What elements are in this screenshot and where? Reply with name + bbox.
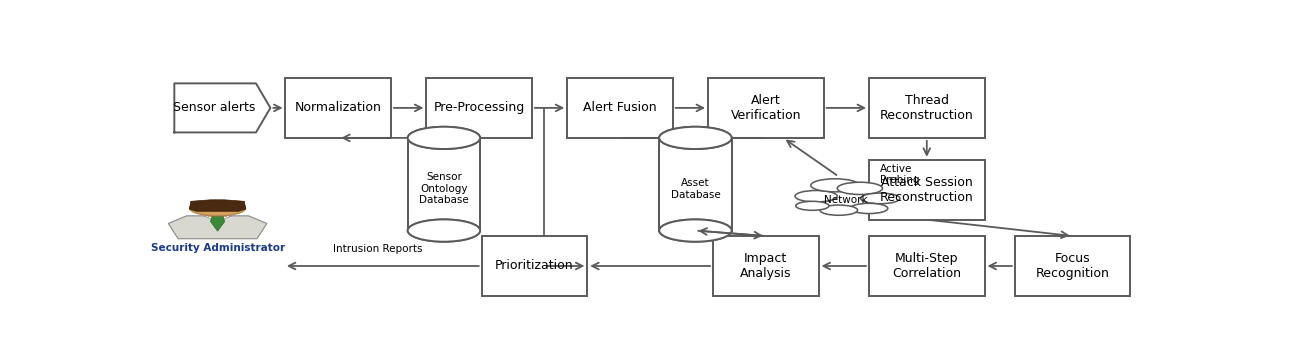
Bar <box>426 78 532 138</box>
Text: Prioritization: Prioritization <box>495 259 574 273</box>
Ellipse shape <box>659 219 732 242</box>
Circle shape <box>190 201 245 216</box>
Text: Impact
Analysis: Impact Analysis <box>740 252 792 280</box>
Bar <box>868 236 985 296</box>
Bar <box>713 236 819 296</box>
Bar <box>286 78 391 138</box>
Text: Thread
Reconstruction: Thread Reconstruction <box>880 94 974 122</box>
Bar <box>707 78 824 138</box>
Bar <box>482 236 587 296</box>
Circle shape <box>861 193 900 204</box>
Ellipse shape <box>408 219 480 242</box>
Ellipse shape <box>659 219 732 242</box>
Circle shape <box>796 201 829 210</box>
Circle shape <box>837 182 883 194</box>
Text: Attack Session
Reconstruction: Attack Session Reconstruction <box>880 176 974 204</box>
Ellipse shape <box>666 221 724 240</box>
Text: Multi-Step
Correlation: Multi-Step Correlation <box>892 252 962 280</box>
Text: Alert Fusion: Alert Fusion <box>583 101 657 114</box>
Circle shape <box>850 203 888 213</box>
Text: Pre-Processing: Pre-Processing <box>434 101 524 114</box>
Bar <box>208 212 227 217</box>
Bar <box>868 160 985 219</box>
Ellipse shape <box>408 219 480 242</box>
Bar <box>659 138 732 230</box>
Circle shape <box>811 179 859 192</box>
Bar <box>408 138 480 230</box>
Text: Normalization: Normalization <box>295 101 382 114</box>
Ellipse shape <box>408 127 480 149</box>
Text: Active
Probing: Active Probing <box>880 164 920 185</box>
Bar <box>1015 236 1131 296</box>
Polygon shape <box>190 200 245 211</box>
Circle shape <box>794 190 837 202</box>
Bar <box>567 78 672 138</box>
Polygon shape <box>210 217 225 231</box>
Text: Security Administrator: Security Administrator <box>151 243 284 253</box>
Polygon shape <box>204 216 231 222</box>
Polygon shape <box>174 84 270 132</box>
Text: Sensor
Ontology
Database: Sensor Ontology Database <box>419 172 469 205</box>
Text: Alert
Verification: Alert Verification <box>731 94 801 122</box>
Polygon shape <box>169 216 267 239</box>
Circle shape <box>820 205 858 215</box>
Bar <box>868 78 985 138</box>
Text: Focus
Recognition: Focus Recognition <box>1036 252 1110 280</box>
Text: Intrusion Reports: Intrusion Reports <box>334 244 423 254</box>
Text: Asset
Database: Asset Database <box>671 178 720 200</box>
Ellipse shape <box>659 127 732 149</box>
Ellipse shape <box>415 221 472 240</box>
Ellipse shape <box>659 127 732 149</box>
Text: Network: Network <box>824 195 868 205</box>
Text: Sensor alerts: Sensor alerts <box>174 101 256 114</box>
Ellipse shape <box>408 127 480 149</box>
